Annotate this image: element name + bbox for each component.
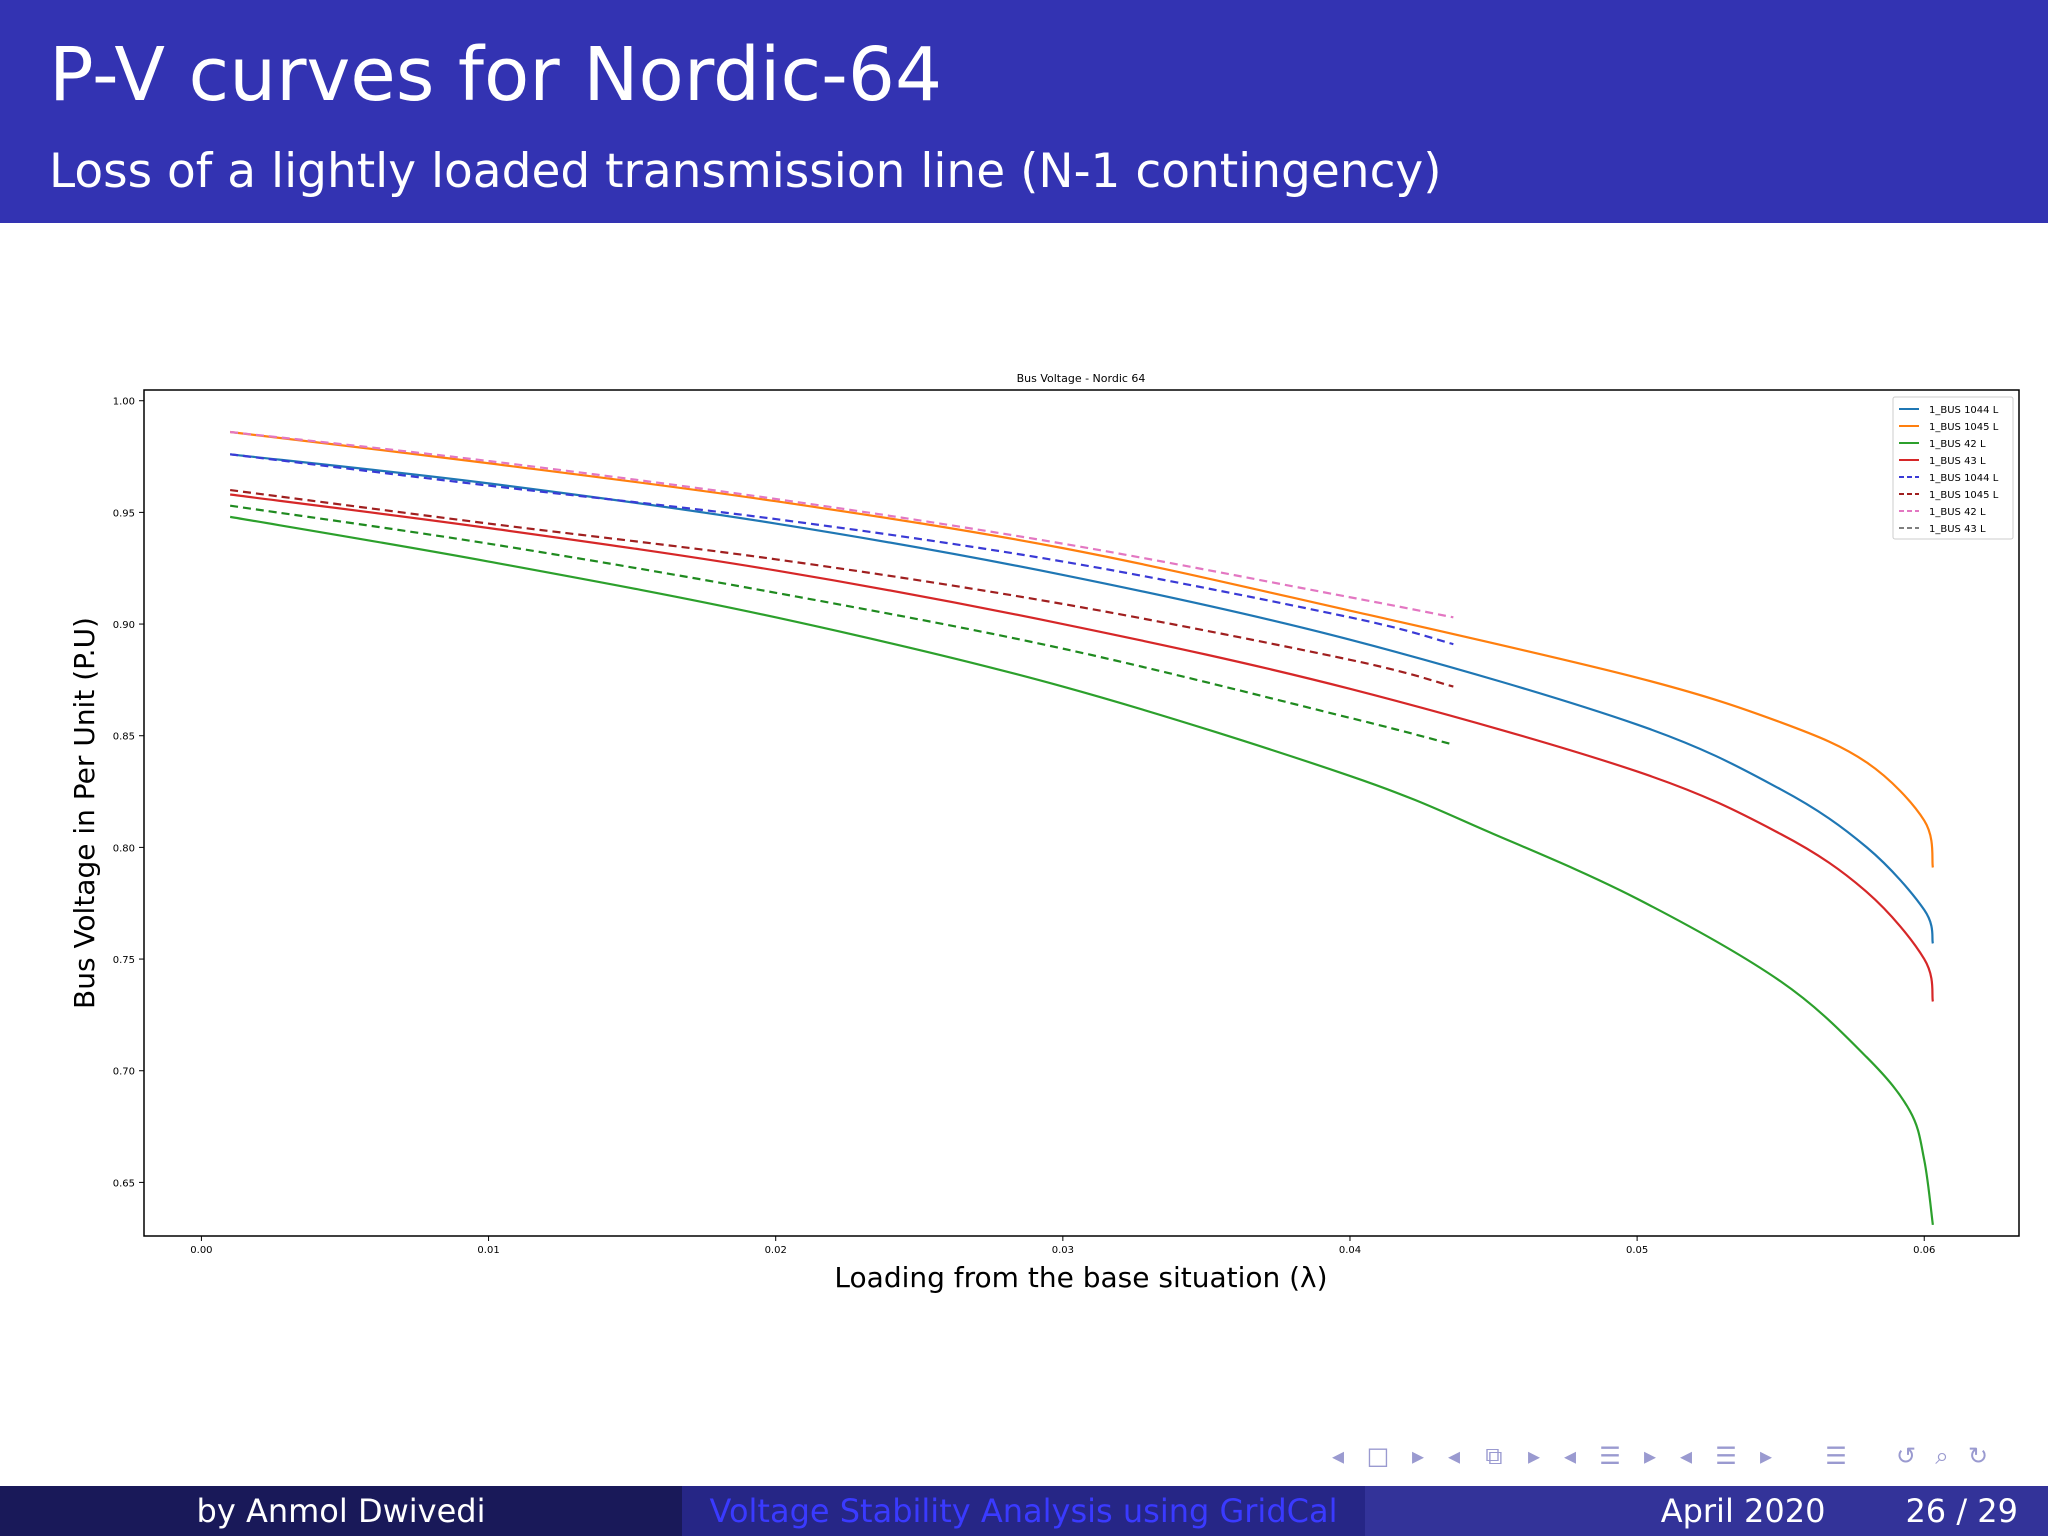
legend-label: 1_BUS 43 L (1929, 524, 1986, 535)
footer-author: by Anmol Dwivedi (0, 1486, 682, 1536)
x-tick-label: 0.06 (1913, 1245, 1935, 1256)
footer-date: April 2020 (1660, 1492, 1826, 1530)
nav-forward-icon[interactable]: ↻ (1967, 1442, 1989, 1470)
legend: 1_BUS 1044 L 1_BUS 1045 L 1_BUS 42 L 1_BUS … (1892, 396, 2014, 540)
x-tick-label: 0.01 (477, 1245, 499, 1256)
slide-subtitle: Loss of a lightly loaded transmission li… (49, 144, 1442, 199)
footer-page-number: 26 / 29 (1905, 1492, 2018, 1530)
beamer-navigation: ◂ □ ▸ ◂ ⧉ ▸ ◂ ☰ ▸ ◂ ☰ ▸ ☰ ↺ ⌕ ↻ (1320, 1440, 2040, 1472)
legend-label: 1_BUS 1045 L (1929, 490, 1999, 501)
series-line-6 (230, 430, 1454, 619)
x-tick-label: 0.02 (765, 1245, 787, 1256)
x-tick-label: 0.00 (190, 1245, 212, 1256)
slide-title: P-V curves for Nordic-64 (49, 32, 943, 118)
legend-label: 1_BUS 1044 L (1929, 473, 1999, 484)
nav-next-frame-icon[interactable]: ▸ (1411, 1442, 1425, 1470)
footer-talk-title: Voltage Stability Analysis using GridCal (682, 1486, 1365, 1536)
series-line-0 (230, 453, 1934, 944)
series-line-5 (229, 488, 1454, 688)
legend-label: 1_BUS 42 L (1929, 507, 1986, 518)
x-axis-ticks: 0.00 0.01 0.02 0.03 0.04 0.05 0.06 (190, 1236, 1935, 1256)
y-tick-label: 0.70 (113, 1067, 135, 1078)
nav-slide-icon[interactable]: ⧉ (1485, 1442, 1503, 1470)
y-axis-label: Bus Voltage in Per Unit (P.U) (68, 617, 101, 1009)
nav-search-icon[interactable]: ⌕ (1935, 1442, 1949, 1470)
y-axis-ticks: 0.65 0.70 0.75 0.80 0.85 0.90 0.95 1.00 (113, 397, 144, 1189)
nav-prev-frame-icon[interactable]: ◂ (1331, 1442, 1345, 1470)
y-tick-label: 1.00 (113, 397, 135, 408)
plot-area (143, 389, 2020, 1237)
nav-subsection-icon[interactable]: ☰ (1599, 1442, 1621, 1470)
y-tick-label: 0.65 (113, 1178, 135, 1189)
nav-prev-subsection-icon[interactable]: ◂ (1563, 1442, 1577, 1470)
legend-label: 1_BUS 43 L (1929, 456, 1986, 467)
x-tick-label: 0.05 (1626, 1245, 1648, 1256)
footer-right: April 2020 26 / 29 (1365, 1486, 2048, 1536)
nav-next-section-icon[interactable]: ▸ (1759, 1442, 1773, 1470)
legend-box (1892, 396, 2014, 540)
nav-section-icon[interactable]: ☰ (1715, 1442, 1737, 1470)
slide-footer: by Anmol Dwivedi Voltage Stability Analy… (0, 1486, 2048, 1536)
series-line-4 (230, 453, 1454, 646)
pv-curve-chart: Bus Voltage - Nordic 64 Loading from the… (68, 372, 2020, 1294)
y-tick-label: 0.75 (113, 955, 135, 966)
series-line-3 (229, 493, 1934, 1002)
series-line-1 (230, 430, 1934, 868)
x-tick-label: 0.03 (1052, 1245, 1074, 1256)
series-lines (229, 430, 1934, 1225)
legend-label: 1_BUS 1045 L (1929, 422, 1999, 433)
nav-prev-slide-icon[interactable]: ◂ (1447, 1442, 1461, 1470)
legend-label: 1_BUS 1044 L (1929, 405, 1999, 416)
series-line-2 (229, 515, 1934, 1225)
legend-label: 1_BUS 42 L (1929, 439, 1986, 450)
nav-outline-icon[interactable]: ☰ (1825, 1442, 1847, 1470)
y-tick-label: 0.85 (113, 732, 135, 743)
slide-header: P-V curves for Nordic-64 Loss of a light… (0, 0, 2048, 223)
nav-frame-icon[interactable]: □ (1366, 1442, 1390, 1470)
y-tick-label: 0.80 (113, 843, 135, 854)
y-tick-label: 0.90 (113, 620, 135, 631)
x-axis-label: Loading from the base situation (λ) (834, 1261, 1327, 1294)
nav-next-subsection-icon[interactable]: ▸ (1643, 1442, 1657, 1470)
series-line-7 (229, 504, 1454, 746)
y-tick-label: 0.95 (113, 508, 135, 519)
nav-next-slide-icon[interactable]: ▸ (1527, 1442, 1541, 1470)
nav-back-icon[interactable]: ↺ (1895, 1442, 1917, 1470)
chart-title: Bus Voltage - Nordic 64 (1017, 372, 1146, 385)
x-tick-label: 0.04 (1339, 1245, 1361, 1256)
nav-prev-section-icon[interactable]: ◂ (1679, 1442, 1693, 1470)
